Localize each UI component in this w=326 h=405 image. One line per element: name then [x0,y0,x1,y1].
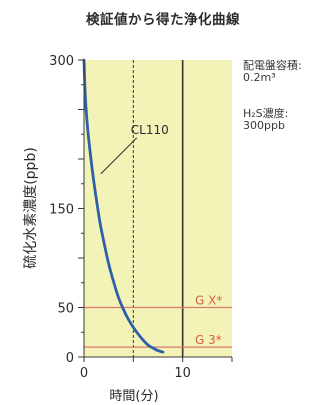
note-volume-value: 0.2m³ [243,71,276,84]
note-concentration-label: H₂S濃度: [243,107,289,120]
chart-title: 検証値から得た浄化曲線 [86,12,240,28]
reference-lines: G X* G 3* [84,294,232,348]
series-line-cl110 [82,58,165,354]
reference-label-0: G X* [195,294,222,308]
y-tick-label: 150 [49,203,74,218]
y-tick-label: 0 [66,351,74,366]
x-axis-label: 時間(分) [109,389,159,404]
series-label-cl110: CL110 [131,123,169,137]
note-volume-label: 配電盤容積: [243,59,302,72]
x-tick-label: 10 [174,366,191,381]
y-tick-label: 300 [49,54,74,69]
x-tick-label: 0 [80,366,88,381]
y-axis-ticks: 0 50 150 300 [49,54,84,366]
y-axis-label: 硫化水素濃度(ppb) [23,147,39,269]
reference-label-1: G 3* [195,333,222,347]
series-label-leader [100,137,138,175]
plot-background [84,60,232,357]
x-axis-ticks: 0 10 [80,357,233,381]
y-tick-label: 50 [57,302,74,317]
note-concentration-value: 300ppb [243,119,285,132]
